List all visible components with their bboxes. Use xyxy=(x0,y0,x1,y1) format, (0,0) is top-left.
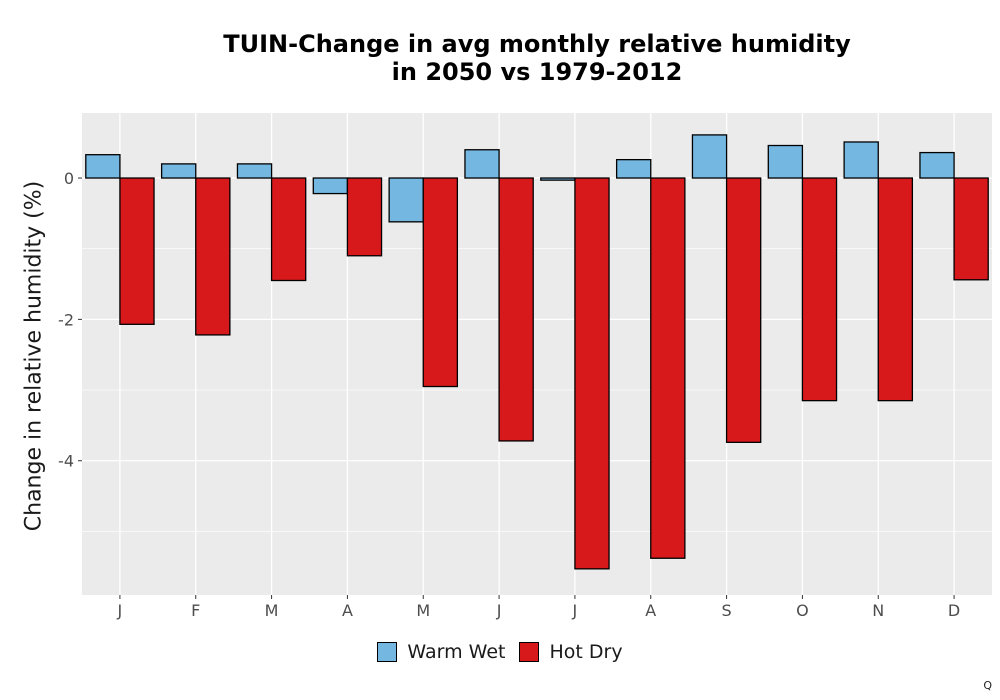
x-tick-label: A xyxy=(645,601,656,620)
y-tick-label: 0 xyxy=(64,169,74,188)
legend-key-warm-wet xyxy=(377,642,398,662)
bar-hot-dry xyxy=(574,177,610,570)
bar-warm-wet xyxy=(767,144,804,179)
bar-warm-wet xyxy=(464,149,500,179)
x-tick-label: A xyxy=(342,601,353,620)
x-tick-label: M xyxy=(416,601,430,620)
x-tick-label: J xyxy=(572,601,578,620)
bar-warm-wet xyxy=(540,177,576,181)
legend-item-warm-wet: Warm Wet xyxy=(377,641,505,663)
bar-hot-dry xyxy=(953,177,989,281)
plot-panel xyxy=(82,113,992,595)
bar-hot-dry xyxy=(877,177,914,402)
x-tick-label: N xyxy=(872,601,884,620)
bar-hot-dry xyxy=(422,177,459,388)
x-tick-label: J xyxy=(496,601,502,620)
chart-title-line2: in 2050 vs 1979-2012 xyxy=(391,58,683,86)
bar-warm-wet xyxy=(85,154,121,179)
x-tick-label: O xyxy=(796,601,809,620)
bar-warm-wet xyxy=(691,134,728,179)
x-tick-label: S xyxy=(722,601,732,620)
legend: Warm Wet Hot Dry xyxy=(0,641,1000,663)
bar-warm-wet xyxy=(615,158,652,179)
x-tick-label: M xyxy=(265,601,279,620)
legend-label-hot-dry: Hot Dry xyxy=(549,641,623,663)
x-tick-label: D xyxy=(948,601,960,620)
corner-mark: Q xyxy=(983,679,992,692)
x-tick-label: J xyxy=(117,601,123,620)
chart-title-line1: TUIN-Change in avg monthly relative humi… xyxy=(223,30,851,58)
bar-hot-dry xyxy=(498,177,534,442)
bar-hot-dry xyxy=(119,177,155,325)
legend-key-hot-dry xyxy=(519,642,540,662)
bar-hot-dry xyxy=(270,177,307,282)
bar-warm-wet xyxy=(312,177,349,195)
bar-hot-dry xyxy=(346,177,383,257)
chart-title: TUIN-Change in avg monthly relative humi… xyxy=(82,30,992,86)
x-tick-label: F xyxy=(191,601,200,620)
bar-warm-wet xyxy=(388,177,424,223)
bar-hot-dry xyxy=(195,177,231,336)
bar-warm-wet xyxy=(160,163,197,179)
bar-hot-dry xyxy=(650,177,686,559)
bar-hot-dry xyxy=(801,177,838,402)
bar-hot-dry xyxy=(725,177,762,443)
bar-warm-wet xyxy=(919,151,955,179)
legend-label-warm-wet: Warm Wet xyxy=(407,641,506,663)
y-tick-label: -4 xyxy=(58,452,74,471)
bar-warm-wet xyxy=(236,163,273,179)
bar-warm-wet xyxy=(843,141,879,179)
y-tick-label: -2 xyxy=(58,310,74,329)
legend-item-hot-dry: Hot Dry xyxy=(519,641,623,663)
